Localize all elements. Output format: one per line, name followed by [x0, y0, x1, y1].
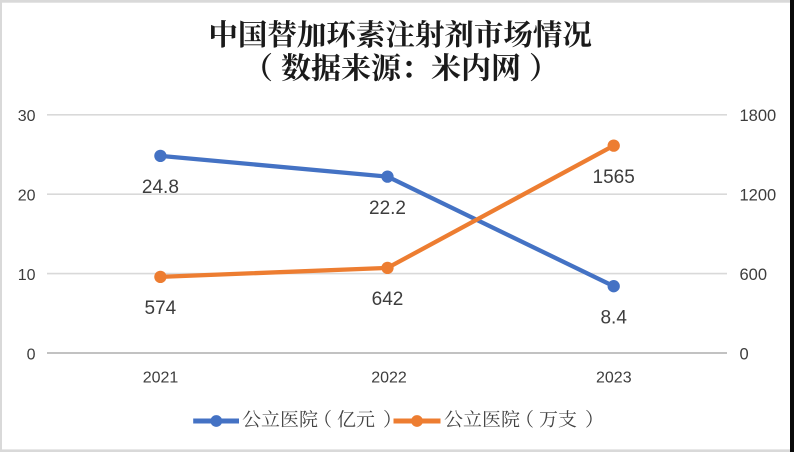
- svg-text:20: 20: [18, 188, 36, 205]
- svg-text:8.4: 8.4: [600, 307, 627, 328]
- svg-text:1800: 1800: [740, 107, 777, 125]
- svg-text:2021: 2021: [143, 370, 179, 387]
- svg-text:0: 0: [27, 346, 36, 363]
- svg-text:10: 10: [18, 267, 36, 284]
- svg-text:2023: 2023: [596, 370, 632, 387]
- svg-text:1200: 1200: [740, 187, 777, 205]
- svg-text:24.8: 24.8: [142, 177, 179, 198]
- svg-text:600: 600: [740, 266, 768, 284]
- svg-text:2022: 2022: [371, 370, 407, 387]
- svg-text:642: 642: [372, 289, 404, 310]
- svg-text:22.2: 22.2: [369, 198, 406, 219]
- svg-text:1565: 1565: [593, 167, 635, 188]
- svg-text:574: 574: [145, 298, 177, 319]
- svg-text:0: 0: [740, 345, 749, 363]
- svg-text:30: 30: [18, 108, 36, 125]
